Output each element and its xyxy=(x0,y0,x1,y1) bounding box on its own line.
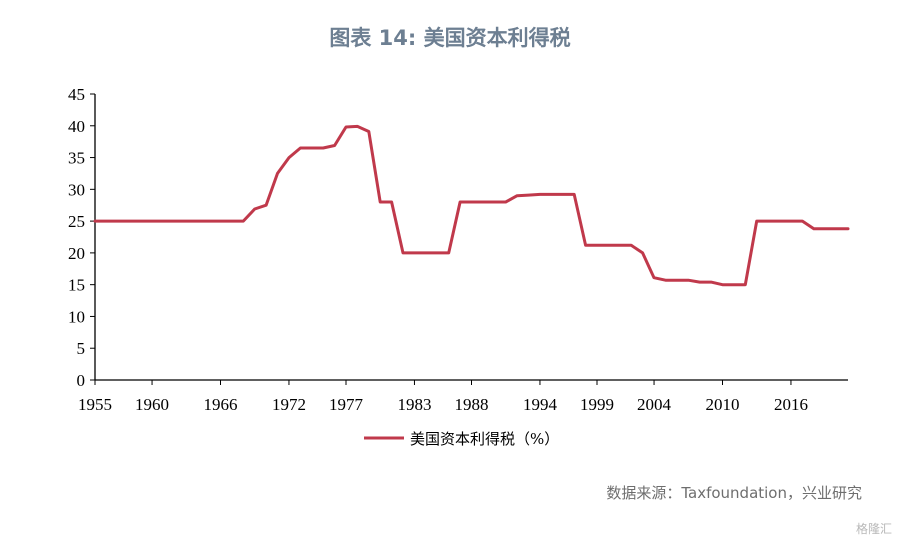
x-tick-label: 1999 xyxy=(580,395,614,414)
source-note: 数据来源：Taxfoundation，兴业研究 xyxy=(606,484,862,502)
x-tick-label: 1972 xyxy=(272,395,306,414)
y-tick-label: 20 xyxy=(68,244,85,263)
legend-label: 美国资本利得税（%） xyxy=(410,430,559,448)
x-tick-label: 1983 xyxy=(397,395,431,414)
y-tick-label: 45 xyxy=(68,85,85,104)
y-tick-label: 10 xyxy=(68,307,85,326)
x-tick-label: 1955 xyxy=(78,395,112,414)
x-tick-label: 2010 xyxy=(706,395,740,414)
x-tick-label: 1977 xyxy=(329,395,364,414)
y-tick-label: 15 xyxy=(68,276,85,295)
y-tick-label: 30 xyxy=(68,180,85,199)
watermark-logo: 格隆汇 xyxy=(855,522,892,536)
plot-area xyxy=(93,124,850,287)
chart-title: 图表 14: 美国资本利得税 xyxy=(329,26,571,50)
y-tick-label: 40 xyxy=(68,117,85,136)
x-tick-label: 1994 xyxy=(523,395,558,414)
y-tick-label: 5 xyxy=(77,339,86,358)
chart-axes: 0 5 10 15 20 25 30 35 40 45 1955 1960 1966 1972 1977 19… xyxy=(68,85,848,414)
x-tick-label: 1966 xyxy=(204,395,238,414)
x-tick-label: 1960 xyxy=(135,395,169,414)
y-tick-label: 25 xyxy=(68,212,85,231)
x-tick-label: 2016 xyxy=(774,395,808,414)
y-tick-label: 0 xyxy=(77,371,86,390)
y-tick-label: 35 xyxy=(68,149,85,168)
x-tick-label: 2004 xyxy=(637,395,672,414)
x-tick-label: 1988 xyxy=(455,395,489,414)
series-line xyxy=(93,124,850,287)
chart-legend: 美国资本利得税（%） xyxy=(364,430,559,448)
